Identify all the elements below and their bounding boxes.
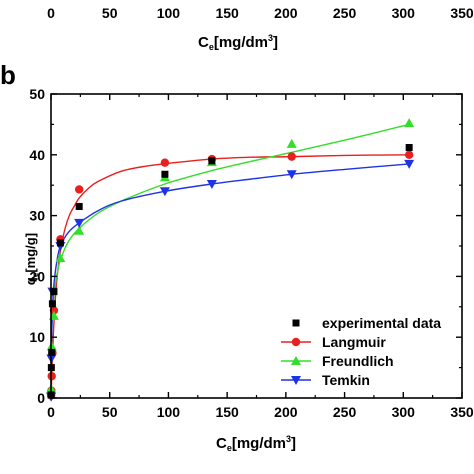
legend-marker-experimental-data <box>292 319 300 327</box>
panel-label: b <box>0 60 16 90</box>
legend-marker-temkin <box>291 376 301 385</box>
panel-a-x-tick-labels: 0 50 100 150 200 250 300 350 <box>47 5 474 21</box>
x-tick-label: 0 <box>47 404 55 420</box>
x-tick-label: 250 <box>333 404 357 420</box>
data-point-freundlich <box>286 138 297 148</box>
panel-a-x-tick-label: 150 <box>215 5 239 21</box>
panel-a-x-tick-label: 200 <box>274 5 298 21</box>
y-tick-label: 10 <box>29 329 45 345</box>
data-point-experimental-data <box>405 144 413 152</box>
legend-label-langmuir: Langmuir <box>322 334 386 350</box>
y-tick-label: 40 <box>29 147 45 163</box>
x-tick-label: 300 <box>392 404 416 420</box>
data-point-freundlich <box>404 118 415 128</box>
panel-a-x-axis-label: Ce[mg/dm3] <box>198 33 278 52</box>
panel-a-x-tick-label: 0 <box>47 5 55 21</box>
legend-label-freundlich: Freundlich <box>322 353 394 369</box>
x-axis-label: Ce[mg/dm3] <box>216 434 296 453</box>
panel-a-x-tick-label: 250 <box>333 5 357 21</box>
panel-a-x-tick-label: 350 <box>450 5 474 21</box>
panel-a-x-tick-label: 100 <box>157 5 181 21</box>
axis-ticks <box>50 93 463 399</box>
x-tick-label: 200 <box>274 404 298 420</box>
data-markers <box>46 118 415 402</box>
data-point-experimental-data <box>48 300 56 308</box>
data-point-langmuir <box>49 306 59 315</box>
data-point-experimental-data <box>50 288 58 296</box>
data-point-freundlich <box>55 253 66 263</box>
y-tick-label: 50 <box>29 86 45 102</box>
panel-a-x-tick-label: 50 <box>102 5 118 21</box>
data-point-freundlich <box>74 225 85 235</box>
y-axis-label: qe[mg/g] <box>23 233 40 285</box>
y-tick-label: 30 <box>29 208 45 224</box>
data-point-temkin <box>404 159 415 169</box>
data-point-experimental-data <box>56 239 64 247</box>
legend-marker-langmuir <box>291 337 301 347</box>
x-tick-label: 150 <box>215 404 239 420</box>
data-point-experimental-data <box>75 202 83 210</box>
legend: experimental data Langmuir Freundlich Temki… <box>281 315 441 388</box>
plot-area: 0 50 100 150 200 250 300 350 0 10 20 30 40 50 <box>29 86 473 420</box>
x-tick-label: 350 <box>450 404 474 420</box>
data-point-langmuir <box>160 158 170 167</box>
data-point-temkin <box>286 170 297 180</box>
x-tick-label: 100 <box>157 404 181 420</box>
legend-label-temkin: Temkin <box>322 372 370 388</box>
legend-marker-freundlich <box>291 356 301 365</box>
axis-tick-labels: 0 50 100 150 200 250 300 350 0 10 20 30 40 50 <box>29 86 473 420</box>
x-tick-label: 50 <box>102 404 118 420</box>
legend-label-experimental-data: experimental data <box>322 315 441 331</box>
panel-a-remnant: 0 50 100 150 200 250 300 350 Ce[mg/dm3] <box>47 5 474 52</box>
data-point-langmuir <box>74 185 84 194</box>
data-point-temkin <box>74 218 85 228</box>
data-point-temkin <box>159 187 170 197</box>
panel-a-x-tick-label: 300 <box>392 5 416 21</box>
y-tick-label: 0 <box>37 390 45 406</box>
data-point-langmuir <box>287 152 296 161</box>
y-tick-label: 20 <box>29 268 45 284</box>
data-point-langmuir <box>404 150 414 159</box>
data-point-temkin <box>206 179 217 189</box>
data-point-experimental-data <box>208 157 216 165</box>
plot-frame <box>50 93 463 399</box>
data-point-experimental-data <box>161 170 169 178</box>
